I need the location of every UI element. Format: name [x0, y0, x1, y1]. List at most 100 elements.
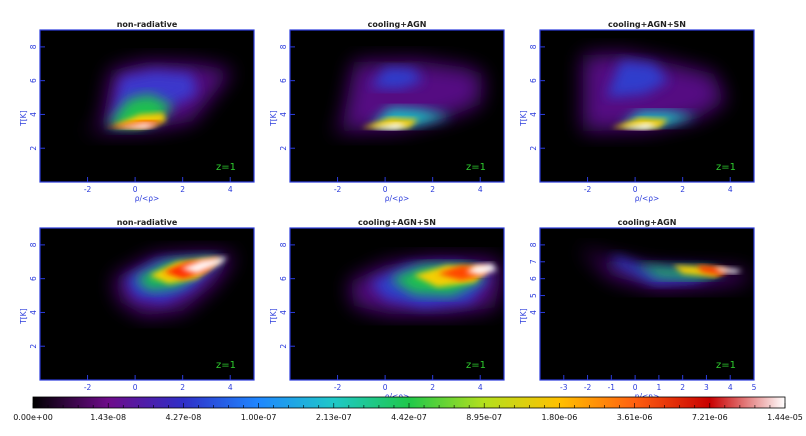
- redshift-label: z=1: [716, 360, 736, 371]
- density-map: [349, 258, 502, 315]
- x-tick-label: 2: [680, 185, 685, 194]
- x-tick-label: -1: [608, 383, 616, 392]
- density-region-1: [330, 60, 483, 132]
- panel-title: cooling+AGN: [368, 20, 427, 29]
- y-tick-label: 6: [529, 78, 538, 83]
- plot-area: [540, 228, 754, 380]
- x-tick-label: 0: [383, 185, 388, 194]
- panel-4: -2 0 2 4 2 4 6 8 non-radiative T[K] z=1: [19, 218, 255, 392]
- axes-frame: [39, 227, 255, 381]
- y-tick-label: 7: [529, 259, 538, 264]
- y-tick-label: 6: [529, 276, 538, 281]
- panel-3: -2 0 2 4 2 4 6 8 cooling+AGN+SN ρ/<ρ> T[K] z=1: [519, 20, 755, 203]
- y-tick-label: 6: [29, 276, 38, 281]
- panel-6: -3 -2 -1 0 1 2 3 4 5 4 5 6 7 8 cooling+AGN n/<n> T[K] z=1: [519, 218, 757, 401]
- density-map: [80, 62, 233, 132]
- density-map: [113, 253, 235, 316]
- colorbar-tick-label: 7.21e-06: [692, 413, 728, 422]
- panel-title: cooling+AGN+SN: [608, 20, 686, 29]
- y-tick-label: 2: [279, 146, 288, 151]
- density-region-4: [673, 265, 726, 277]
- y-tick-label: 8: [29, 44, 38, 49]
- y-tick-label: 4: [529, 310, 538, 315]
- y-tick-label: 2: [529, 146, 538, 151]
- density-map: [582, 53, 726, 132]
- density-region-6: [116, 122, 159, 129]
- y-tick-label: 8: [279, 44, 288, 49]
- redshift-label: z=1: [216, 360, 236, 371]
- x-tick-label: 4: [478, 383, 483, 392]
- y-tick-label: 5: [529, 293, 538, 298]
- x-tick-label: -2: [334, 383, 342, 392]
- density-region-5: [370, 122, 409, 130]
- redshift-label: z=1: [216, 162, 236, 173]
- panel-title: non-radiative: [117, 20, 178, 29]
- x-axis-label: ρ/<ρ>: [635, 194, 660, 203]
- y-tick-label: 8: [279, 242, 288, 247]
- y-tick-label: 6: [279, 276, 288, 281]
- x-axis-label: ρ/<ρ>: [385, 392, 410, 401]
- x-tick-label: 0: [383, 383, 388, 392]
- axes-frame: [289, 29, 505, 183]
- x-tick-label: -2: [334, 185, 342, 194]
- density-region-2: [606, 60, 669, 98]
- panel-title: cooling+AGN+SN: [358, 218, 436, 227]
- x-tick-label: 1: [656, 383, 661, 392]
- axes-frame: [539, 29, 755, 183]
- colorbar-tick-label: 4.27e-08: [165, 413, 201, 422]
- y-tick-label: 8: [529, 242, 538, 247]
- colorbar-tick-label: 1.80e-06: [541, 413, 577, 422]
- x-tick-label: 2: [430, 185, 435, 194]
- density-region-6: [180, 256, 228, 274]
- x-tick-label: 0: [133, 383, 138, 392]
- x-axis-label: n/<n>: [635, 392, 660, 401]
- x-tick-label: 4: [728, 185, 733, 194]
- y-axis-label: T[K]: [519, 308, 528, 324]
- y-tick-label: 2: [279, 344, 288, 349]
- colorbar-tick-label: 3.61e-06: [617, 413, 653, 422]
- panel-title: cooling+AGN: [618, 218, 677, 227]
- panel-5: -2 0 2 4 2 4 6 8 cooling+AGN+SN ρ/<ρ> T[K] z=1: [269, 218, 505, 401]
- redshift-label: z=1: [716, 162, 736, 173]
- x-tick-label: 0: [633, 185, 638, 194]
- panel-2: -2 0 2 4 2 4 6 8 cooling+AGN ρ/<ρ> T[K] z=1: [269, 20, 505, 203]
- y-tick-label: 2: [29, 344, 38, 349]
- colorbar-tick-label: 1.00e-07: [241, 413, 277, 422]
- x-tick-label: -2: [84, 185, 92, 194]
- x-tick-label: -2: [84, 383, 92, 392]
- density-region-5: [696, 265, 731, 276]
- y-tick-label: 4: [279, 112, 288, 117]
- density-region-1: [582, 246, 747, 289]
- x-tick-label: -3: [560, 383, 568, 392]
- colorbar-tick-label: 8.95e-07: [466, 413, 502, 422]
- y-axis-label: T[K]: [269, 110, 278, 126]
- density-region-6: [713, 266, 743, 274]
- density-region-5: [620, 122, 659, 130]
- redshift-label: z=1: [466, 360, 486, 371]
- colorbar-tick-label: 2.13e-07: [316, 413, 352, 422]
- x-tick-label: 4: [728, 383, 733, 392]
- density-region-6: [466, 263, 497, 276]
- y-axis-label: T[K]: [19, 308, 28, 324]
- y-tick-label: 4: [29, 112, 38, 117]
- x-tick-label: 0: [633, 383, 638, 392]
- x-tick-label: 4: [228, 185, 233, 194]
- x-tick-label: -2: [584, 383, 592, 392]
- y-axis-label: T[K]: [19, 110, 28, 126]
- y-tick-label: 4: [29, 310, 38, 315]
- x-axis-label: ρ/<ρ>: [385, 194, 410, 203]
- x-tick-label: 0: [133, 185, 138, 194]
- colorbar-tick-label: 0.00e+00: [13, 413, 53, 422]
- axes-frame: [539, 227, 755, 381]
- x-tick-label: 2: [430, 383, 435, 392]
- y-tick-label: 8: [29, 242, 38, 247]
- x-tick-label: 5: [752, 383, 757, 392]
- colorbar-tick-label: 4.42e-07: [391, 413, 427, 422]
- y-tick-label: 8: [529, 44, 538, 49]
- y-tick-label: 2: [29, 146, 38, 151]
- density-map: [330, 60, 483, 132]
- x-tick-label: 2: [180, 185, 185, 194]
- panel-title: non-radiative: [117, 218, 178, 227]
- colorbar-tick-label: 1.44e-05: [767, 413, 803, 422]
